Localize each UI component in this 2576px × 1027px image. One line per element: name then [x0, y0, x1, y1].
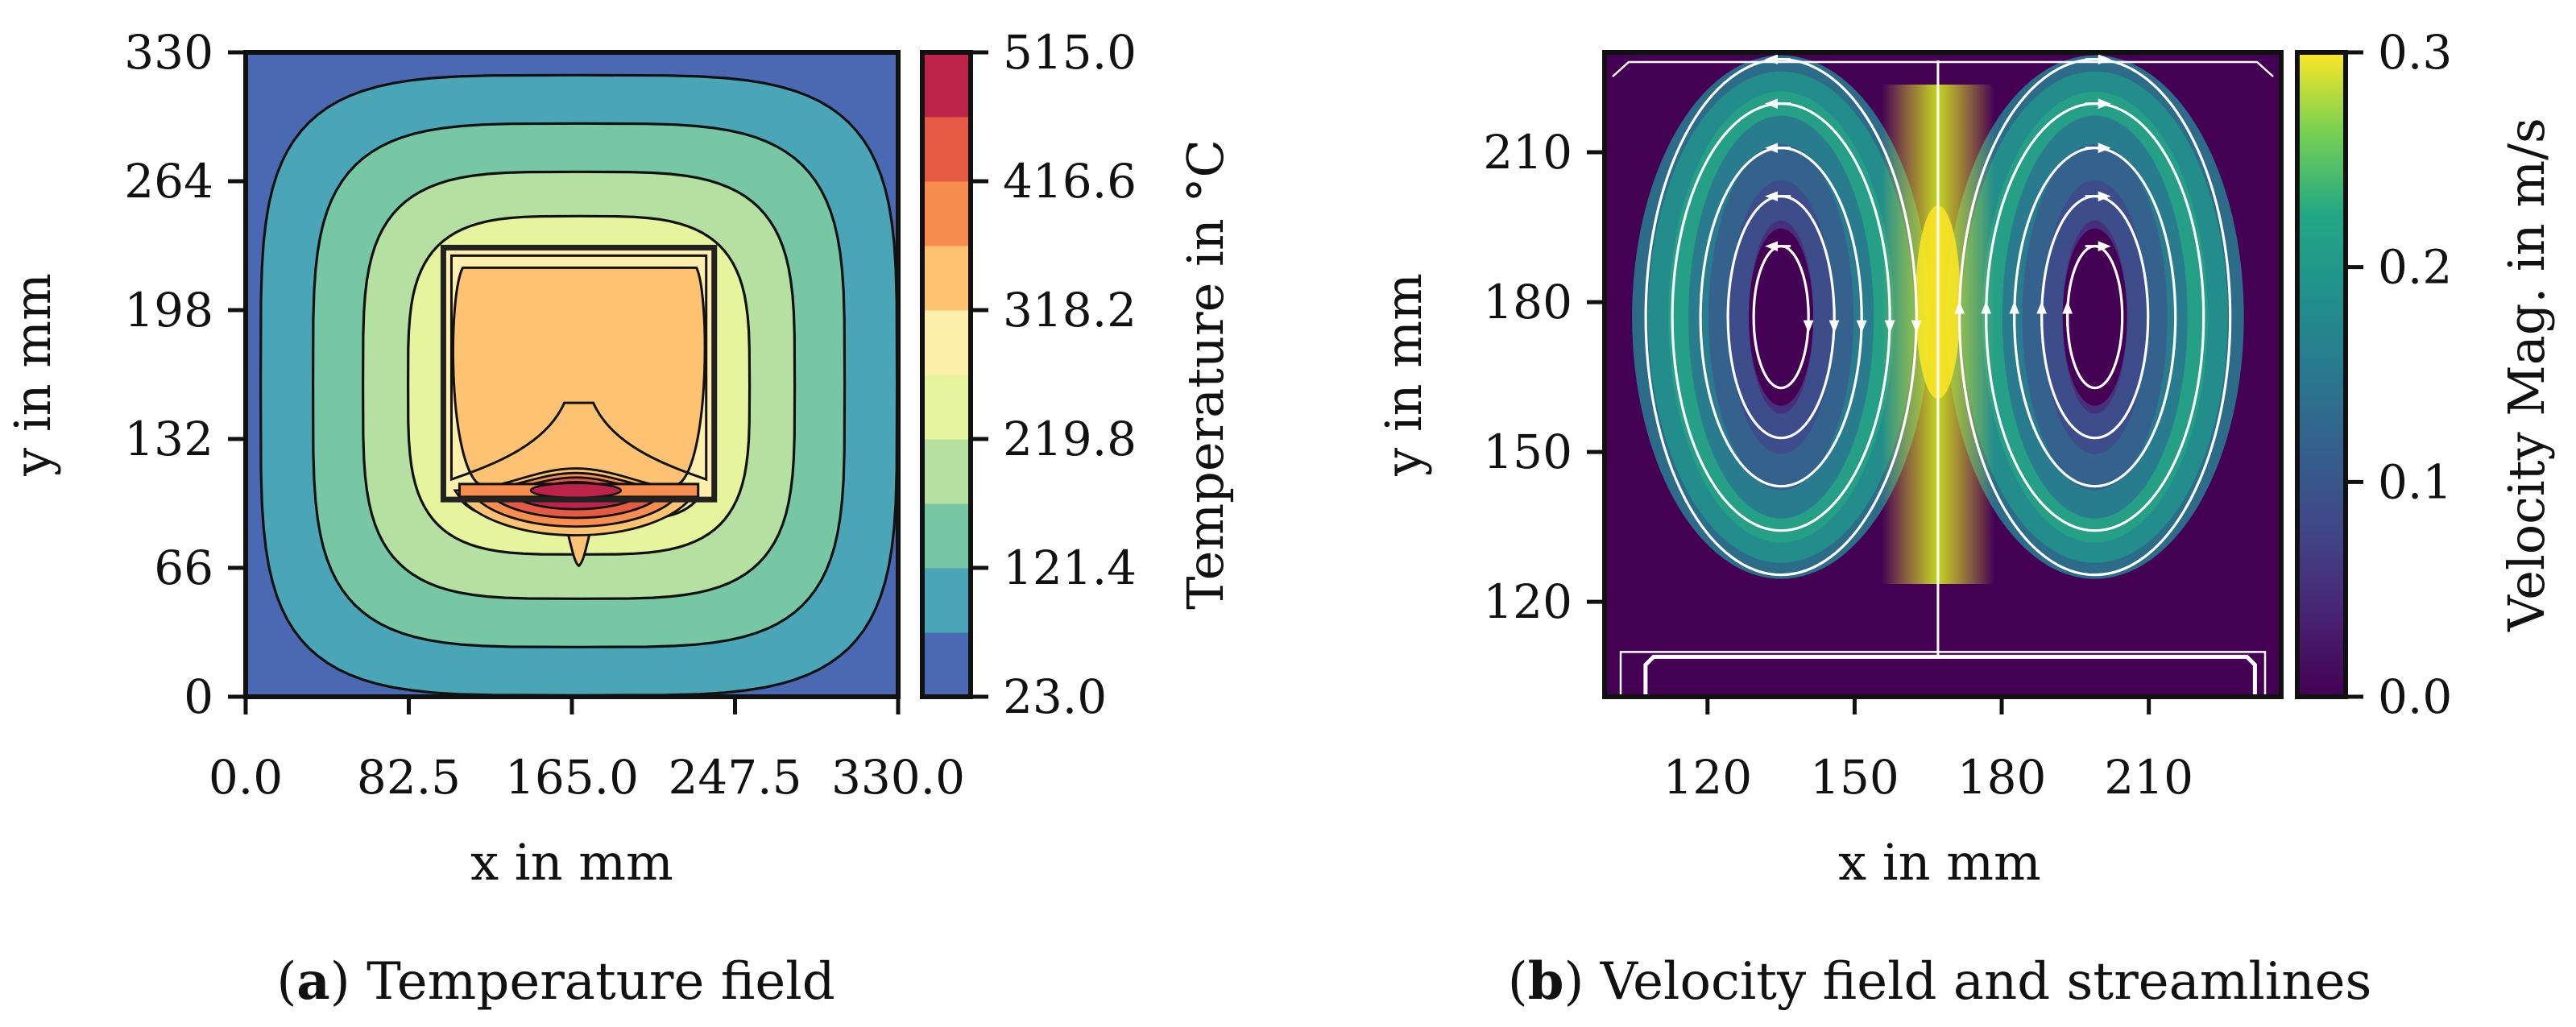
temperature-x-axis-label: x in mm — [470, 833, 673, 892]
temperature-hot-core — [529, 482, 623, 499]
velocity-axes — [1587, 50, 2284, 714]
velocity-y-tick-label-3: 210 — [1483, 125, 1572, 180]
velocity-heater-outline — [1643, 654, 2257, 697]
temperature-isoline-inner — [449, 254, 708, 482]
temperature-y-tick-label-4: 264 — [124, 154, 213, 209]
velocity-panel: 120 150 180 210 120 150 180 210 x in mm y in mm… — [1374, 25, 2556, 1012]
temperature-colorbar-band-7 — [922, 181, 971, 246]
velocity-y-axis-label: y in mm — [1374, 273, 1433, 477]
temperature-colorbar-tick-label-3: 318.2 — [1003, 283, 1137, 338]
temperature-colorbar-band-2 — [922, 503, 971, 569]
temperature-y-tick-label-0: 0 — [184, 669, 213, 724]
streamlines — [1612, 54, 2274, 697]
temperature-colorbar: 23.0 121.4 219.8 318.2 416.6 515.0 — [920, 25, 1137, 724]
velocity-x-tick-label-1: 150 — [1810, 750, 1899, 805]
temperature-x-tick-label-3: 247.5 — [668, 750, 801, 805]
caption-a: (a) Temperature field — [276, 951, 835, 1012]
velocity-colorbar-tick-label-0: 0.0 — [2378, 669, 2452, 724]
temperature-x-tick-label-2: 165.0 — [505, 750, 639, 805]
velocity-colorbar: 0.0 0.1 0.2 0.3 — [2295, 25, 2452, 724]
temperature-y-tick-label-3: 198 — [124, 283, 213, 338]
streamline-left-0 — [1644, 58, 1918, 577]
temperature-colorbar-tick-label-5: 515.0 — [1003, 25, 1137, 80]
temperature-contour-fills — [246, 52, 898, 697]
temperature-x-tick-label-1: 82.5 — [357, 750, 461, 805]
temperature-panel: 0.0 82.5 165.0 247.5 330.0 0 66 132 198 264 330 x … — [3, 25, 1235, 1012]
streamline-left-2 — [1699, 147, 1863, 488]
streamline-right-0 — [1957, 58, 2232, 577]
velocity-colorbar-label: Velocity Mag. in m/s — [2497, 118, 2556, 632]
temperature-colorbar-tick-label-4: 416.6 — [1003, 154, 1137, 209]
temperature-tick-labels: 0.0 82.5 165.0 247.5 330.0 0 66 132 198 264 330 — [124, 25, 965, 805]
temperature-colorbar-band-5 — [922, 310, 971, 375]
streamline-right-1 — [1985, 102, 2205, 532]
velocity-colorbar-tick-label-2: 0.2 — [2378, 240, 2452, 295]
streamline-right-2 — [2013, 147, 2177, 488]
temperature-colorbar-label: Temperature in °C — [1176, 139, 1235, 610]
temperature-x-tick-label-4: 330.0 — [831, 750, 965, 805]
velocity-y-tick-label-2: 180 — [1483, 275, 1572, 329]
caption-b: (b) Velocity field and streamlines — [1508, 951, 2372, 1012]
temperature-colorbar-tick-label-2: 219.8 — [1003, 412, 1137, 466]
streamline-bottom — [1619, 651, 2267, 697]
velocity-bottom-stagnant — [1605, 661, 2281, 697]
temperature-x-tick-label-0: 0.0 — [209, 750, 283, 805]
temperature-y-axis-label: y in mm — [3, 273, 62, 477]
streamline-right-4 — [2066, 245, 2124, 390]
temperature-y-tick-label-1: 66 — [154, 540, 213, 595]
streamline-left-4 — [1752, 245, 1810, 390]
temperature-axes — [228, 50, 901, 714]
velocity-x-tick-label-0: 120 — [1663, 750, 1752, 805]
velocity-x-axis-label: x in mm — [1838, 833, 2041, 892]
velocity-x-tick-label-3: 210 — [2104, 750, 2193, 805]
temperature-colorbar-band-6 — [922, 246, 971, 311]
velocity-x-tick-label-2: 180 — [1957, 750, 2047, 805]
temperature-colorbar-band-0 — [922, 632, 971, 698]
caption-a-label: a — [296, 951, 329, 1012]
streamline-left-1 — [1671, 102, 1891, 532]
temperature-colorbar-band-1 — [922, 568, 971, 633]
caption-a-text: Temperature field — [367, 952, 835, 1012]
temperature-colorbar-band-8 — [922, 117, 971, 182]
velocity-colorbar-tick-label-1: 0.1 — [2378, 454, 2452, 509]
temperature-colorbar-tick-label-0: 23.0 — [1003, 669, 1107, 724]
temperature-inner-box — [440, 244, 718, 503]
velocity-vortex-core-0 — [1749, 228, 1814, 406]
velocity-colorbar-tick-label-3: 0.3 — [2378, 25, 2452, 80]
caption-b-label: b — [1528, 951, 1564, 1012]
temperature-colorbar-tick-label-1: 121.4 — [1003, 540, 1137, 595]
temperature-colorbar-band-4 — [922, 375, 971, 440]
velocity-tick-labels: 120 150 180 210 120 150 180 210 — [1483, 125, 2193, 805]
temperature-colorbar-frame — [920, 50, 973, 699]
velocity-colorbar-gradient — [2297, 52, 2346, 697]
temperature-colorbar-band-9 — [922, 52, 971, 118]
velocity-vortex-core-1 — [2062, 228, 2127, 406]
caption-b-text: Velocity field and streamlines — [1600, 952, 2372, 1012]
streamline-left-3 — [1726, 195, 1836, 440]
temperature-y-tick-label-5: 330 — [124, 25, 213, 80]
velocity-y-tick-label-0: 120 — [1483, 574, 1572, 629]
streamline-top — [1612, 60, 2274, 77]
temperature-colorbar-band-3 — [922, 439, 971, 504]
temperature-y-tick-label-2: 132 — [124, 412, 213, 466]
velocity-colorbar-frame — [2295, 50, 2348, 699]
velocity-axes-frame — [1602, 50, 2284, 699]
streamline-right-3 — [2040, 195, 2150, 440]
velocity-y-tick-label-1: 150 — [1483, 424, 1572, 479]
